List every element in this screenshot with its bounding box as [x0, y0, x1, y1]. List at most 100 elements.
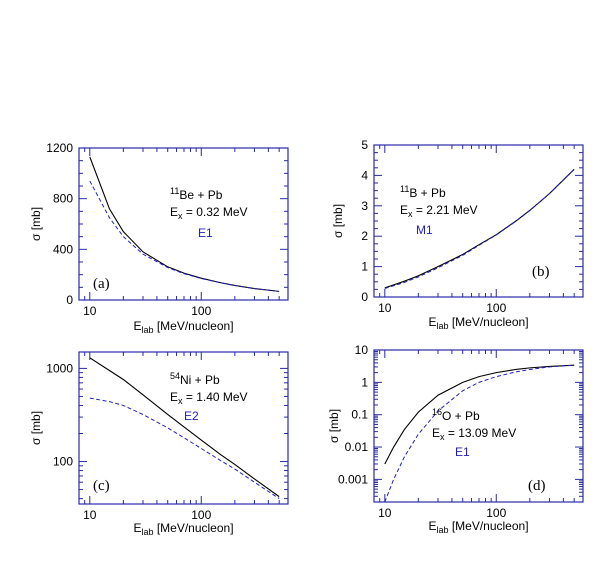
x-axis-label: Elab [MeV/nucleon] [133, 319, 233, 335]
x-tick-label: 100 [486, 301, 506, 315]
plot-frame [78, 147, 289, 301]
y-tick-label: 0 [361, 290, 368, 304]
y-axis-symbol: σ [327, 432, 341, 443]
mass-number: 11 [400, 184, 409, 194]
panel-c: 10 100 100 1000 σ [mb] Elab [MeV/nucleon] 54Ni… [29, 351, 289, 537]
y-axis-symbol: σ [331, 227, 345, 238]
excitation-value: = 13.09 MeV [445, 426, 517, 440]
panel-label: (d) [528, 478, 546, 494]
excitation-label: Ex = 1.40 MeV [170, 390, 248, 406]
panel-a: 10 100 0 400 800 1200 σ [mb] Elab [MeV/nucleon]… [29, 141, 289, 335]
panel-d: 10 100 0.001 0.01 0.1 1 10 σ [mb] Elab [MeV/nucl… [327, 343, 584, 535]
panel-b: 10 100 0 1 2 3 4 5 σ [mb] Elab [MeV/nucleon] 11B +… [331, 138, 584, 331]
y-axis-unit: [mb] [29, 411, 43, 434]
reaction-text: O + Pb [442, 409, 480, 423]
reaction-text: B + Pb [409, 186, 446, 200]
excitation-symbol: E [170, 390, 178, 404]
panel-label: (b) [532, 264, 550, 280]
panel-label: (c) [93, 478, 110, 494]
x-axis-label: Elab [MeV/nucleon] [428, 315, 528, 331]
y-tick-label: 100 [53, 455, 73, 469]
x-axis-symbol: E [133, 521, 141, 535]
multipolarity-label: E1 [198, 226, 213, 240]
excitation-subscript: x [178, 396, 183, 406]
reaction-text: Ni + Pb [180, 373, 220, 387]
x-axis-unit: [MeV/nucleon] [153, 521, 233, 535]
x-tick-label: 10 [83, 508, 97, 522]
mass-number: 16 [432, 407, 442, 417]
y-tick-label: 1 [361, 375, 368, 389]
excitation-subscript: x [440, 432, 445, 442]
y-axis-label: σ [mb] [29, 207, 43, 241]
multipolarity-label: M1 [416, 223, 433, 237]
excitation-subscript: x [178, 211, 183, 221]
x-axis-symbol: E [428, 315, 436, 329]
x-axis-unit: [MeV/nucleon] [448, 519, 528, 533]
solid-curve [384, 168, 575, 289]
excitation-value: = 2.21 MeV [413, 203, 478, 217]
multipolarity-label: E1 [455, 445, 470, 459]
x-axis-symbol: E [133, 319, 141, 333]
y-axis-label: σ [mb] [331, 204, 345, 238]
excitation-symbol: E [400, 203, 408, 217]
y-tick-label: 0.001 [338, 472, 368, 486]
solid-curve [89, 156, 280, 292]
y-axis-label: σ [mb] [327, 409, 341, 443]
solid-curve [384, 364, 575, 465]
x-tick-label: 10 [83, 304, 97, 318]
y-tick-label: 1 [361, 260, 368, 274]
x-axis-subscript: lab [436, 321, 448, 331]
x-tick-label: 10 [378, 301, 392, 315]
x-axis-subscript: lab [436, 525, 448, 535]
x-axis-symbol: E [428, 519, 436, 533]
reaction-text: Be + Pb [179, 188, 222, 202]
y-tick-label: 4 [361, 168, 368, 182]
y-tick-label: 5 [361, 138, 368, 152]
y-axis-unit: [mb] [331, 204, 345, 227]
y-tick-label: 0.01 [345, 440, 369, 454]
excitation-subscript: x [408, 209, 413, 219]
y-tick-label: 1000 [46, 361, 73, 375]
x-axis-subscript: lab [141, 527, 153, 537]
y-axis-unit: [mb] [29, 207, 43, 230]
reaction-label: 11Be + Pb [170, 186, 223, 202]
multipolarity-label: E2 [184, 409, 199, 423]
reaction-label: 11B + Pb [400, 184, 446, 200]
y-tick-label: 10 [355, 343, 369, 357]
mass-number: 54 [170, 371, 180, 381]
excitation-label: Ex = 0.32 MeV [170, 205, 248, 221]
x-tick-label: 100 [191, 508, 211, 522]
x-tick-label: 100 [191, 304, 211, 318]
y-axis-symbol: σ [29, 230, 43, 241]
y-axis-label: σ [mb] [29, 411, 43, 445]
dashed-curve [89, 180, 280, 292]
y-tick-label: 0.1 [351, 408, 368, 422]
solid-curve [89, 357, 280, 498]
mass-number: 11 [170, 186, 179, 196]
reaction-label: 16O + Pb [432, 407, 480, 423]
y-tick-label: 3 [361, 199, 368, 213]
plot-frame [373, 144, 584, 298]
excitation-symbol: E [170, 205, 178, 219]
y-tick-label: 800 [53, 192, 73, 206]
excitation-value: = 1.40 MeV [183, 390, 248, 404]
x-axis-label: Elab [MeV/nucleon] [133, 521, 233, 537]
y-axis-unit: [mb] [327, 409, 341, 432]
panel-label: (a) [93, 276, 110, 292]
y-axis-symbol: σ [29, 434, 43, 445]
reaction-label: 54Ni + Pb [170, 371, 220, 387]
y-tick-label: 2 [361, 229, 368, 243]
excitation-symbol: E [432, 426, 440, 440]
x-axis-subscript: lab [141, 325, 153, 335]
x-tick-label: 100 [486, 506, 506, 520]
excitation-label: Ex = 13.09 MeV [432, 426, 516, 442]
dashed-curve [89, 397, 280, 500]
excitation-value: = 0.32 MeV [183, 205, 248, 219]
y-tick-label: 400 [53, 242, 73, 256]
x-tick-label: 10 [378, 506, 392, 520]
x-axis-unit: [MeV/nucleon] [153, 319, 233, 333]
y-tick-label: 1200 [46, 141, 73, 155]
x-axis-label: Elab [MeV/nucleon] [428, 519, 528, 535]
excitation-label: Ex = 2.21 MeV [400, 203, 478, 219]
